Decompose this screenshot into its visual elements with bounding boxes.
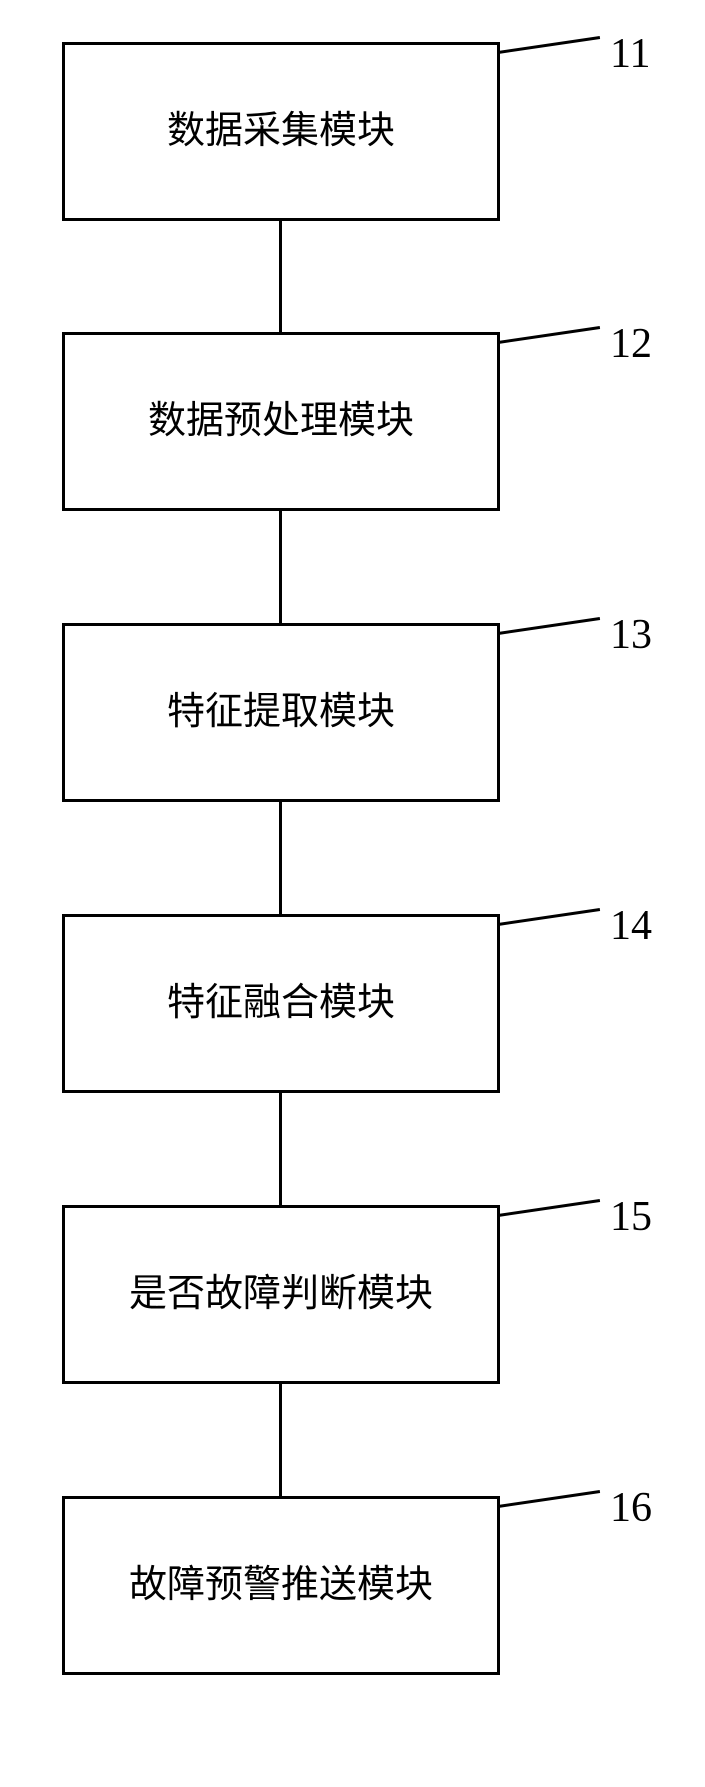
flowchart-node-n3: 特征提取模块 — [62, 623, 500, 802]
connector-n5-n6 — [279, 1384, 282, 1496]
node-label-n3: 13 — [610, 611, 652, 659]
node-label-n1: 11 — [610, 30, 650, 78]
flowchart-node-n1: 数据采集模块 — [62, 42, 500, 221]
flowchart-node-n6: 故障预警推送模块 — [62, 1496, 500, 1675]
connector-n3-n4 — [279, 802, 282, 914]
node-label-n5: 15 — [610, 1193, 652, 1241]
node-label-n4: 14 — [610, 902, 652, 950]
node-text: 数据预处理模块 — [148, 399, 414, 445]
flowchart-node-n5: 是否故障判断模块 — [62, 1205, 500, 1384]
connector-n1-n2 — [279, 221, 282, 332]
leader-line-n2 — [498, 326, 600, 344]
node-text: 特征融合模块 — [167, 981, 395, 1027]
flowchart-canvas: 数据采集模块 11 数据预处理模块 12 特征提取模块 13 特征融合模块 14 是否故障判断模… — [0, 0, 705, 1787]
node-label-n2: 12 — [610, 320, 652, 368]
connector-n2-n3 — [279, 511, 282, 623]
node-text: 是否故障判断模块 — [129, 1272, 433, 1318]
node-label-n6: 16 — [610, 1484, 652, 1532]
leader-line-n6 — [498, 1490, 600, 1508]
node-text: 数据采集模块 — [167, 109, 395, 155]
connector-n4-n5 — [279, 1093, 282, 1205]
flowchart-node-n2: 数据预处理模块 — [62, 332, 500, 511]
leader-line-n3 — [498, 617, 600, 635]
leader-line-n4 — [498, 908, 600, 926]
leader-line-n1 — [498, 36, 600, 54]
flowchart-node-n4: 特征融合模块 — [62, 914, 500, 1093]
node-text: 特征提取模块 — [167, 690, 395, 736]
node-text: 故障预警推送模块 — [129, 1563, 433, 1609]
leader-line-n5 — [498, 1199, 600, 1217]
